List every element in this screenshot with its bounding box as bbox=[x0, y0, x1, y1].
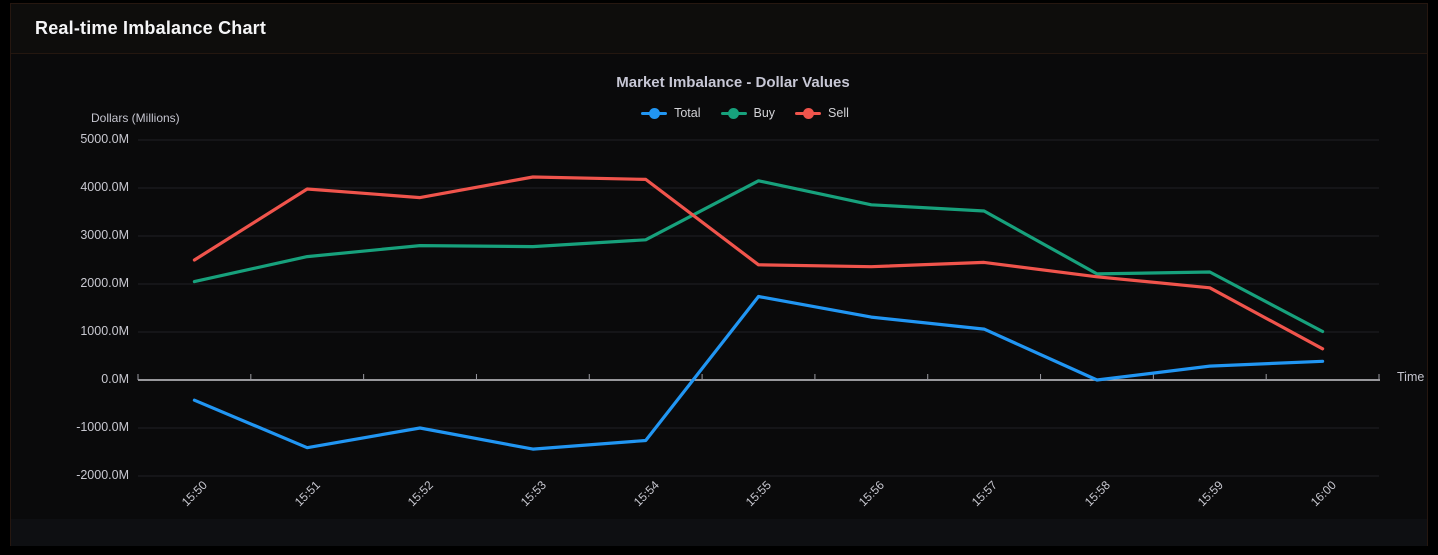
y-axis-tick-label: 0.0M bbox=[101, 372, 129, 386]
panel-header: Real-time Imbalance Chart bbox=[11, 4, 1427, 54]
y-axis-tick-label: 1000.0M bbox=[80, 324, 129, 338]
legend-item-sell[interactable]: Sell bbox=[795, 106, 849, 120]
chart-canvas[interactable] bbox=[11, 54, 1427, 546]
footer-strip bbox=[11, 519, 1427, 546]
legend-line-dot-icon bbox=[641, 107, 668, 119]
series-line-buy bbox=[192, 179, 1325, 334]
chart-area: Market Imbalance - Dollar Values Total Bu… bbox=[11, 54, 1427, 546]
y-axis-tick-label: -2000.0M bbox=[76, 468, 129, 482]
imbalance-chart-panel: Real-time Imbalance Chart Market Imbalan… bbox=[10, 3, 1428, 546]
y-axis-tick-label: 3000.0M bbox=[80, 228, 129, 242]
panel-title: Real-time Imbalance Chart bbox=[35, 18, 267, 38]
legend-line-dot-icon bbox=[720, 107, 747, 119]
y-axis-tick-label: 5000.0M bbox=[80, 132, 129, 146]
y-axis-tick-label: 4000.0M bbox=[80, 180, 129, 194]
legend-label: Total bbox=[674, 106, 701, 120]
y-axis-title: Dollars (Millions) bbox=[91, 111, 180, 125]
legend-item-buy[interactable]: Buy bbox=[720, 106, 776, 120]
y-axis-tick-label: -1000.0M bbox=[76, 420, 129, 434]
legend-line-dot-icon bbox=[795, 107, 822, 119]
y-axis-tick-label: 2000.0M bbox=[80, 276, 129, 290]
legend-label: Buy bbox=[753, 106, 776, 120]
series-line-sell bbox=[192, 175, 1325, 351]
chart-title: Market Imbalance - Dollar Values bbox=[616, 74, 850, 91]
chart-legend: Total Buy Sell bbox=[37, 106, 1438, 120]
legend-item-total[interactable]: Total bbox=[641, 106, 701, 120]
x-axis-title: Time bbox=[1397, 370, 1425, 384]
series-line-total bbox=[192, 294, 1325, 451]
legend-label: Sell bbox=[828, 106, 849, 120]
